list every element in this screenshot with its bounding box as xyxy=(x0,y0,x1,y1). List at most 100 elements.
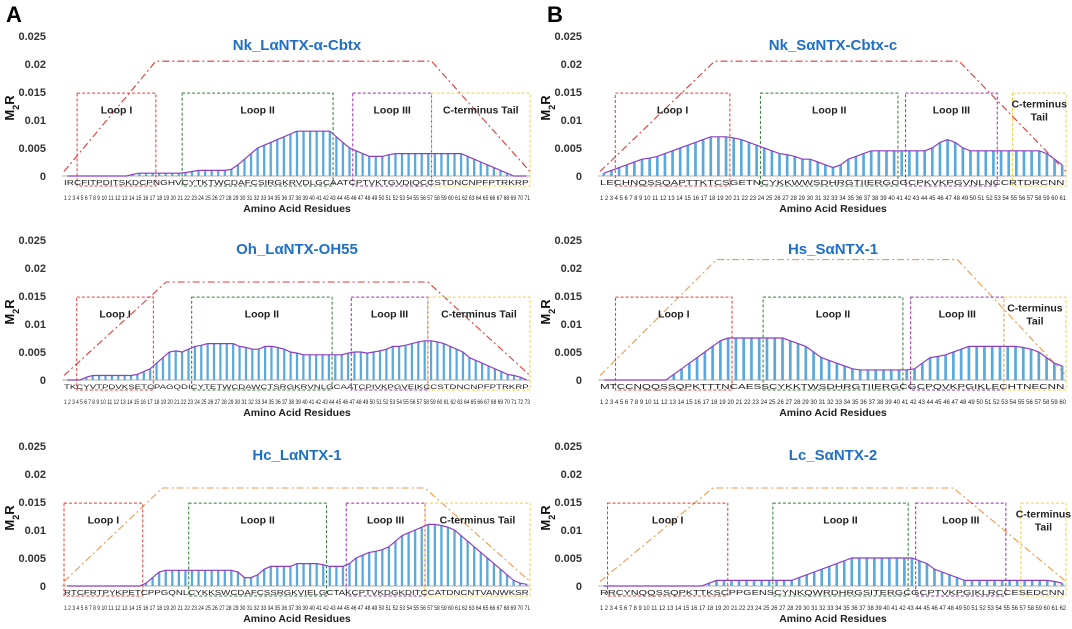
region-label-loop-iii: Loop III xyxy=(367,514,404,526)
region-box-loop-i xyxy=(615,296,733,391)
chart-title: Hc_LαNTX-1 xyxy=(252,447,341,464)
y-tick-label: 0.015 xyxy=(554,497,582,509)
chart-title: Nk_SαNTX-Cbtx-c xyxy=(769,37,897,54)
region-label-c-terminus-tail: C-terminus Tail xyxy=(440,514,516,526)
region-label-loop-ii: Loop II xyxy=(240,104,274,116)
region-label-c-terminus-tail: C-terminus Tail xyxy=(1016,508,1072,533)
chart-title: Lc_SαNTX-2 xyxy=(789,447,877,464)
region-label-c-terminus-tail: C-terminus Tail xyxy=(1007,302,1063,327)
x-axis-label: Amino Acid Residues xyxy=(243,407,351,419)
region-label-loop-iii: Loop III xyxy=(371,308,408,320)
region-label-loop-ii: Loop II xyxy=(816,308,850,320)
envelope-line xyxy=(599,60,1067,172)
y-tick-label: 0.01 xyxy=(25,525,46,537)
residue-sequence: MTCCNQQSSQPKTTTNCAESSCYKKTWSDHRGTIIERGCG… xyxy=(600,384,1064,391)
y-tick-label: 0.02 xyxy=(25,59,46,71)
y-tick-label: 0.025 xyxy=(18,441,46,453)
region-box-c-terminus-tail xyxy=(1003,296,1067,391)
y-tick-label: 0.02 xyxy=(25,263,46,275)
x-axis-label: Amino Acid Residues xyxy=(243,613,351,625)
y-tick-label: 0.015 xyxy=(554,87,582,99)
data-curve xyxy=(67,523,527,587)
region-box-loop-iii xyxy=(350,296,429,391)
region-label-c-terminus-tail: C-terminus Tail xyxy=(1012,98,1068,123)
region-label-loop-i: Loop I xyxy=(658,308,690,320)
residue-numbers: 1 2 3 4 5 6 7 8 9 10 11 12 13 14 15 16 1… xyxy=(64,606,531,612)
region-label-loop-i: Loop I xyxy=(652,514,684,526)
y-tick-label: 0.01 xyxy=(561,319,582,331)
y-tick-label: 0.02 xyxy=(25,469,46,481)
y-tick-label: 0.02 xyxy=(561,263,582,275)
envelope-line xyxy=(63,487,531,582)
region-box-c-terminus-tail xyxy=(1012,92,1067,187)
region-box-loop-iii xyxy=(915,502,1007,597)
region-box-c-terminus-tail xyxy=(1020,502,1067,597)
region-label-loop-iii: Loop III xyxy=(942,514,979,526)
region-label-loop-iii: Loop III xyxy=(374,104,411,116)
envelope-line xyxy=(599,487,1067,582)
region-box-c-terminus-tail xyxy=(424,502,531,597)
y-tick-label: 0.015 xyxy=(18,291,46,303)
y-tick-label: 0.005 xyxy=(18,347,46,359)
region-label-loop-iii: Loop III xyxy=(933,104,970,116)
residue-numbers: 1 2 3 4 5 6 7 8 9 10 11 12 13 14 15 16 1… xyxy=(600,400,1067,406)
region-label-loop-i: Loop I xyxy=(88,514,120,526)
y-axis-label: M2R xyxy=(538,299,557,325)
residue-sequence: IRCFITPDITSKDCPNGHVCYTKTWCDAFCSIRGKRVDLG… xyxy=(64,180,529,187)
region-box-loop-ii xyxy=(762,296,904,391)
region-label-loop-i: Loop I xyxy=(101,104,133,116)
y-axis-label: M2R xyxy=(2,95,21,121)
y-axis-label: M2R xyxy=(538,95,557,121)
region-box-c-terminus-tail xyxy=(431,92,531,187)
y-tick-label: 0.005 xyxy=(18,143,46,155)
y-tick-label: 0.02 xyxy=(561,469,582,481)
chart-nk-la-ntx: Nk_LαNTX-α-Cbtx 0.025 0.02 0.015 0.01 0.005 0 M… xyxy=(2,31,531,215)
region-box-loop-i xyxy=(76,296,154,391)
y-tick-label: 0.015 xyxy=(554,291,582,303)
region-label-loop-ii: Loop II xyxy=(812,104,846,116)
region-box-loop-ii xyxy=(181,92,334,187)
region-box-loop-iii xyxy=(345,502,426,597)
y-tick-label: 0.015 xyxy=(18,87,46,99)
y-tick-label: 0.005 xyxy=(554,553,582,565)
region-box-loop-iii xyxy=(910,296,1005,391)
y-tick-label: 0.025 xyxy=(18,235,46,247)
region-label-loop-ii: Loop II xyxy=(823,514,857,526)
y-tick-label: 0 xyxy=(576,171,582,183)
chart-title: Hs_SαNTX-1 xyxy=(788,241,878,258)
region-box-loop-i xyxy=(607,502,729,597)
y-tick-label: 0.025 xyxy=(554,235,582,247)
chart-hs-sa-ntx: Hs_SαNTX-1 0.025 0.02 0.015 0.01 0.005 0 M2R Loo… xyxy=(538,235,1067,419)
panel-label-b: B xyxy=(547,2,563,27)
y-tick-label: 0.01 xyxy=(25,115,46,127)
data-curve xyxy=(603,337,1063,381)
y-tick-label: 0.02 xyxy=(561,59,582,71)
y-axis-label: M2R xyxy=(2,299,21,325)
y-tick-label: 0 xyxy=(40,171,46,183)
envelope-line xyxy=(63,60,531,172)
x-axis-label: Amino Acid Residues xyxy=(779,613,887,625)
y-tick-label: 0 xyxy=(40,581,46,593)
envelope-line xyxy=(63,281,531,376)
chart-title: Oh_LαNTX-OH55 xyxy=(236,241,358,258)
residue-numbers: 1 2 3 4 5 6 7 8 9 10 11 12 13 14 15 16 1… xyxy=(64,196,531,202)
region-box-loop-iii xyxy=(905,92,998,187)
data-curve xyxy=(67,340,528,381)
data-curve xyxy=(67,130,527,177)
envelope-line xyxy=(599,259,1067,376)
y-axis-label: M2R xyxy=(2,505,21,531)
residue-sequence: TKCYVTPDVKSETCPAGQDICYTETWCDAWCTSRGKRVNL… xyxy=(64,384,529,391)
chart-title: Nk_LαNTX-α-Cbtx xyxy=(233,37,362,54)
region-label-c-terminus-tail: C-terminus Tail xyxy=(441,308,517,320)
region-box-loop-i xyxy=(76,92,157,187)
y-tick-label: 0 xyxy=(576,581,582,593)
region-box-loop-ii xyxy=(772,502,909,597)
y-tick-label: 0 xyxy=(576,375,582,387)
chart-hc-la-ntx: Hc_LαNTX-1 0.025 0.02 0.015 0.01 0.005 0 M2R Loo… xyxy=(2,441,531,625)
residue-sequence: RRCYNQQSSQPKTTKSCPPGENSCYNKQWRDHRGSITERG… xyxy=(600,590,1064,597)
region-label-loop-ii: Loop II xyxy=(240,514,274,526)
data-curve xyxy=(603,557,1063,587)
region-label-loop-i: Loop I xyxy=(99,308,131,320)
x-axis-label: Amino Acid Residues xyxy=(779,407,887,419)
